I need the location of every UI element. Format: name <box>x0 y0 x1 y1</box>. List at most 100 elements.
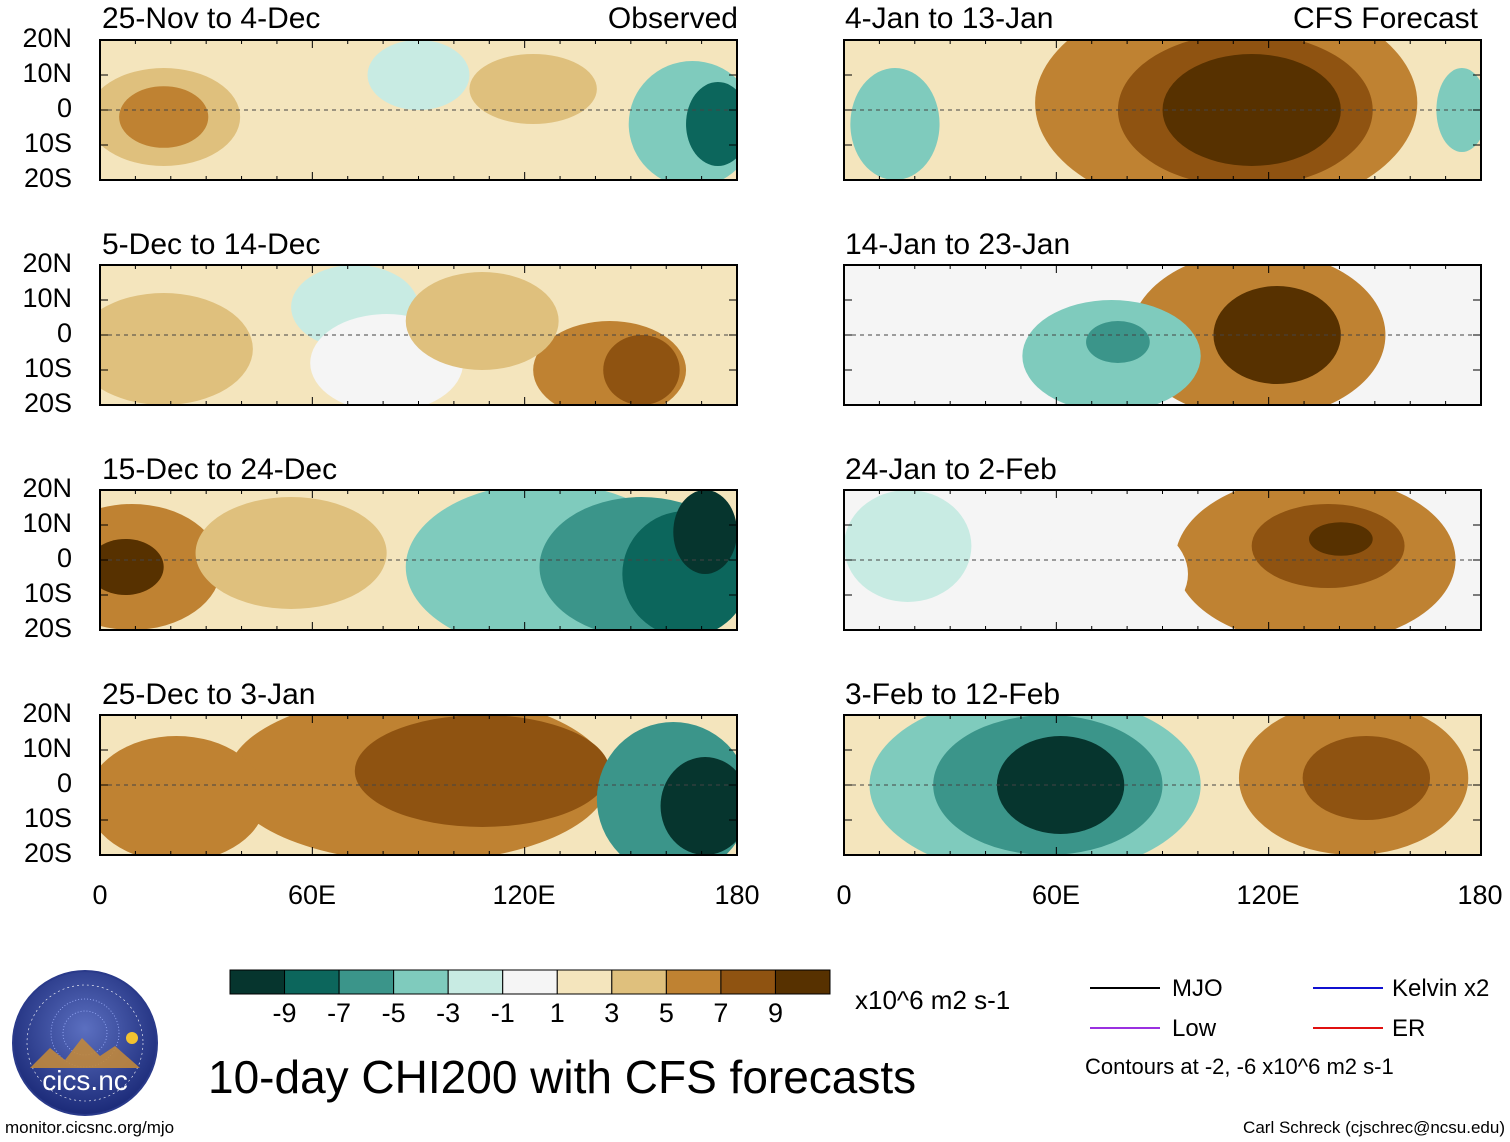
colorbar-bin <box>720 969 776 995</box>
panel-title: 25-Dec to 3-Jan <box>102 678 316 711</box>
shaded-field <box>850 68 940 180</box>
lat-tick-label: 10S <box>23 353 72 383</box>
legend-lines <box>1090 987 1383 1029</box>
shaded-field <box>844 265 985 377</box>
lat-tick-label: 10N <box>22 58 72 88</box>
shaded-field <box>367 40 470 110</box>
contour-note: Contours at -2, -6 x10^6 m2 s-1 <box>1085 1054 1394 1079</box>
lat-tick-label: 20S <box>23 838 72 868</box>
lat-tick-label: 20S <box>23 613 72 643</box>
shaded-field <box>686 82 737 166</box>
colorbar-tick-label: -9 <box>272 998 297 1028</box>
lat-tick-label: 20S <box>23 388 72 418</box>
panel-title: 24-Jan to 2-Feb <box>845 453 1057 486</box>
shaded-field <box>119 86 209 148</box>
lon-tick-label: 180 <box>1457 880 1503 910</box>
lat-tick-label: 20S <box>23 163 72 193</box>
lon-tick-label: 120E <box>1236 880 1300 910</box>
colorbar-tick-label: -3 <box>436 998 461 1028</box>
panel-title: 5-Dec to 14-Dec <box>102 228 321 261</box>
logo-wordmark: cics.nc <box>42 1065 128 1096</box>
colorbar-bin <box>665 969 722 995</box>
shaded-field <box>673 490 737 574</box>
lon-tick-label: 180 <box>714 880 760 910</box>
shaded-field <box>1086 321 1150 363</box>
colorbar-bin <box>556 969 613 995</box>
colorbar-tick-label: -7 <box>327 998 352 1028</box>
colorbar-bin <box>502 969 558 995</box>
lat-tick-label: 10S <box>23 578 72 608</box>
lat-tick-label: 20N <box>22 23 72 53</box>
lat-tick-label: 10N <box>22 733 72 763</box>
panel-2 <box>99 489 738 631</box>
colorbar-tick-label: 3 <box>604 998 620 1028</box>
lat-tick-label: 10S <box>23 128 72 158</box>
panel-6 <box>843 489 1482 631</box>
chart-title: 10-day CHI200 with CFS forecasts <box>208 1051 917 1103</box>
units-label: x10^6 m2 s-1 <box>855 985 1011 1015</box>
colorbar-tick-label: -5 <box>381 998 406 1028</box>
shaded-field <box>100 736 266 855</box>
shaded-field <box>844 490 972 602</box>
lat-tick-label: 0 <box>56 93 72 123</box>
panel-5 <box>843 264 1482 406</box>
lat-tick-label: 20N <box>22 248 72 278</box>
legend-label-er: ER <box>1392 1015 1426 1042</box>
shaded-field <box>660 757 737 855</box>
legend-label-mjo: MJO <box>1172 975 1223 1002</box>
panel-7 <box>843 714 1482 856</box>
colorbar-tick-label: -1 <box>490 998 515 1028</box>
panel-title: 15-Dec to 24-Dec <box>102 453 338 486</box>
panel-title: 4-Jan to 13-Jan <box>845 2 1054 35</box>
lat-tick-label: 0 <box>56 543 72 573</box>
panel-4 <box>843 39 1482 181</box>
lat-tick-label: 0 <box>56 318 72 348</box>
lon-tick-label: 60E <box>1031 880 1081 910</box>
legend-label-kelvin: Kelvin x2 <box>1392 975 1490 1002</box>
panel-3 <box>99 714 738 856</box>
colorbar-bin <box>338 969 395 995</box>
panel-title: 14-Jan to 23-Jan <box>845 228 1071 261</box>
legend-label-low: Low <box>1172 1015 1217 1042</box>
panel-tag-forecast: CFS Forecast <box>1292 2 1478 35</box>
shaded-field <box>1302 736 1431 820</box>
panel-1 <box>99 264 738 406</box>
shaded-field <box>100 539 164 595</box>
shaded-field <box>100 293 253 405</box>
lon-tick-label: 60E <box>287 880 337 910</box>
colorbar-bin <box>284 969 340 995</box>
colorbar-bin <box>774 969 831 995</box>
panel-title: 3-Feb to 12-Feb <box>845 678 1061 711</box>
lon-tick-label: 0 <box>836 880 852 910</box>
colorbar-bin <box>611 969 667 995</box>
panel-0 <box>99 39 738 181</box>
cicsnc-logo: cics.nc <box>12 970 158 1116</box>
shaded-field <box>1162 54 1341 166</box>
shaded-field <box>603 335 680 405</box>
lat-tick-label: 20N <box>22 473 72 503</box>
colorbar-tick-label: 1 <box>549 998 565 1028</box>
colorbar-tick-label: 7 <box>713 998 729 1028</box>
lat-tick-label: 10N <box>22 283 72 313</box>
panel-maps <box>99 39 1482 856</box>
colorbar-bin <box>229 969 286 995</box>
colorbar-bin <box>447 969 504 995</box>
colorbar-tick-label: 5 <box>658 998 674 1028</box>
colorbar-tick-label: 9 <box>767 998 783 1028</box>
footer-url[interactable]: monitor.cicsnc.org/mjo <box>5 1118 175 1137</box>
colorbar-bin <box>393 969 449 995</box>
shaded-field <box>354 715 610 827</box>
shaded-field <box>1035 518 1188 630</box>
lat-tick-label: 10N <box>22 508 72 538</box>
lat-tick-label: 0 <box>56 768 72 798</box>
lat-tick-label: 20N <box>22 698 72 728</box>
lon-tick-label: 120E <box>492 880 556 910</box>
colorbar <box>229 969 831 995</box>
panel-title: 25-Nov to 4-Dec <box>102 2 321 35</box>
shaded-field <box>469 54 597 124</box>
shaded-field <box>195 497 387 609</box>
shaded-field <box>1309 522 1373 556</box>
lon-tick-label: 0 <box>92 880 108 910</box>
shaded-field <box>1436 68 1481 152</box>
panel-tag-observed: Observed <box>607 2 738 35</box>
